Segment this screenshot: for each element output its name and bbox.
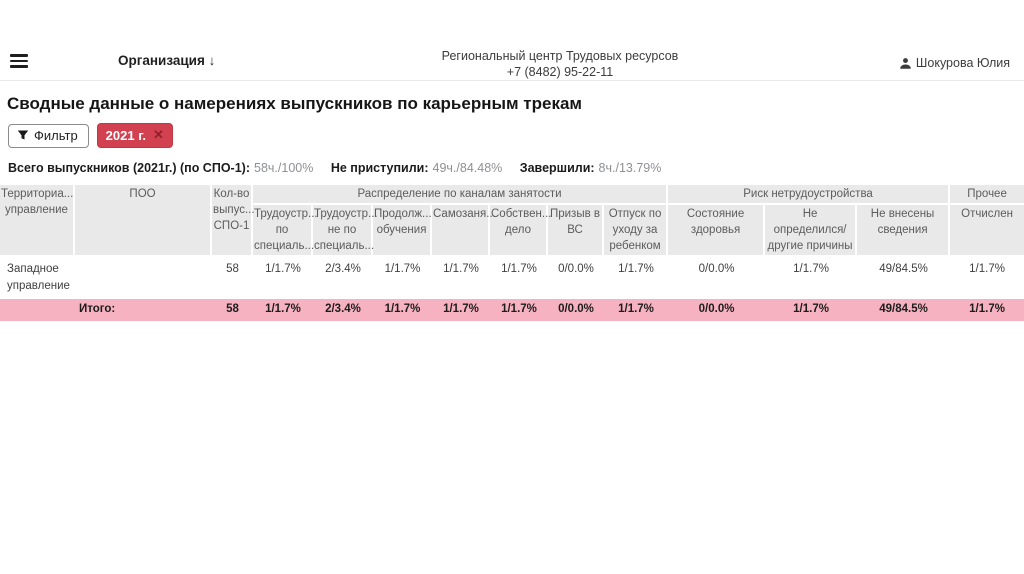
totals-value: 0/0.0% — [548, 299, 604, 321]
col-header-count: Кол-во выпус... СПО-1 — [212, 185, 255, 257]
table-row: Западное управление 58 1/1.7% 2/3.4% 1/1… — [0, 257, 1024, 299]
col-header-self-employed: Самозаня... — [432, 205, 496, 257]
totals-value: 1/1.7% — [950, 299, 1024, 321]
org-contact-block: Региональный центр Трудовых ресурсов +7 … — [442, 48, 679, 80]
totals-value: 1/1.7% — [373, 299, 432, 321]
cell-value: 1/1.7% — [969, 263, 1005, 275]
user-icon — [900, 57, 911, 69]
totals-value: 0/0.0% — [668, 299, 766, 321]
summary-table: Территориа... управление ПОО Кол-во выпу… — [0, 185, 1024, 321]
column-header-row: Трудоустр... по специаль... Трудоустр...… — [0, 205, 1024, 257]
filter-tag-2021[interactable]: 2021 г. ✕ — [96, 123, 173, 148]
col-header-military: Призыв в ВС — [548, 205, 604, 257]
group-header-other: Прочее — [950, 185, 1024, 205]
cell-value: 1/1.7% — [443, 263, 479, 275]
close-icon[interactable]: ✕ — [152, 127, 164, 142]
totals-label: Итого: — [75, 299, 212, 321]
totals-value: 1/1.7% — [432, 299, 490, 321]
col-header-poo: ПОО — [75, 185, 212, 257]
col-header-expelled: Отчислен — [950, 205, 1024, 257]
filter-button[interactable]: Фильтр — [8, 123, 89, 148]
col-header-childcare: Отпуск по уходу за ребенком — [604, 205, 669, 257]
filter-button-label: Фильтр — [34, 127, 78, 143]
stat-not-started: Не приступили: 49ч./84.48% — [330, 161, 503, 175]
page-title: Сводные данные о намерениях выпускников … — [7, 94, 583, 113]
col-header-employed-other: Трудоустр... не по специаль... — [313, 205, 378, 257]
cell-territory: Западное управление — [7, 263, 70, 292]
cell-value: 0/0.0% — [558, 263, 594, 275]
top-bar: Организация ↓ Региональный центр Трудовы… — [0, 0, 1024, 81]
totals-spacer — [0, 299, 75, 321]
group-header-risk: Риск нетрудоустройства — [668, 185, 951, 205]
totals-row: Итого: 58 1/1.7% 2/3.4% 1/1.7% 1/1.7% 1/… — [0, 299, 1024, 321]
cell-value: 1/1.7% — [384, 263, 421, 275]
totals-value: 1/1.7% — [765, 299, 858, 321]
totals-count: 58 — [212, 299, 253, 321]
col-header-own-business: Собствен... дело — [490, 205, 552, 257]
col-header-no-data: Не внесены сведения — [857, 205, 951, 257]
col-header-undecided: Не определился/ другие причины — [765, 205, 858, 257]
filter-icon — [17, 130, 29, 140]
col-header-health: Состояние здоровья — [668, 205, 766, 257]
totals-value: 1/1.7% — [490, 299, 548, 321]
group-header-employment: Распределение по каналам занятости — [253, 185, 669, 205]
arrow-down-icon: ↓ — [208, 53, 216, 68]
col-header-territory: Территориа... управление — [0, 185, 75, 257]
user-name: Шокурова Юлия — [915, 56, 1010, 70]
cell-value: 1/1.7% — [793, 263, 829, 275]
totals-value: 1/1.7% — [253, 299, 313, 321]
stat-total: Всего выпускников (2021г.) (по СПО-1): 58… — [8, 161, 314, 175]
cell-value: 1/1.7% — [501, 263, 537, 275]
org-menu-label: Организация — [118, 53, 205, 68]
totals-value: 2/3.4% — [313, 299, 373, 321]
cell-value: 2/3.4% — [325, 263, 361, 275]
cell-value: 1/1.7% — [265, 263, 301, 275]
hamburger-menu-icon[interactable] — [10, 54, 28, 68]
cell-value: 1/1.7% — [618, 263, 654, 275]
cell-count: 58 — [226, 263, 239, 275]
filter-row: Фильтр 2021 г. ✕ — [8, 123, 1024, 148]
totals-value: 1/1.7% — [604, 299, 669, 321]
cell-value: 0/0.0% — [698, 263, 735, 275]
user-menu[interactable]: Шокурова Юлия — [899, 56, 1010, 70]
col-header-continue-study: Продолж... обучения — [373, 205, 432, 257]
cell-value: 49/84.5% — [879, 263, 928, 275]
org-name: Региональный центр Трудовых ресурсов — [441, 49, 679, 63]
col-header-employed-specialty: Трудоустр... по специаль... — [253, 205, 318, 257]
cell-poo — [75, 257, 212, 299]
group-header-row: Территориа... управление ПОО Кол-во выпу… — [0, 185, 1024, 257]
org-phone: +7 (8482) 95-22-11 — [506, 65, 614, 79]
org-menu[interactable]: Организация ↓ — [118, 53, 215, 68]
summary-stats: Всего выпускников (2021г.) (по СПО-1): 58… — [8, 161, 1024, 175]
totals-value: 49/84.5% — [857, 299, 951, 321]
stat-finished: Завершили: 8ч./13.79% — [519, 161, 662, 175]
filter-tag-label: 2021 г. — [105, 127, 146, 143]
